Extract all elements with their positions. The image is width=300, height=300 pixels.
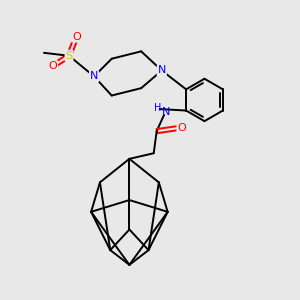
- Text: N: N: [90, 71, 98, 81]
- Text: O: O: [72, 32, 81, 42]
- Text: H: H: [154, 103, 162, 112]
- Text: S: S: [65, 51, 73, 61]
- Text: O: O: [177, 123, 186, 133]
- Text: N: N: [162, 107, 170, 117]
- Text: O: O: [49, 61, 57, 71]
- Text: N: N: [158, 65, 166, 76]
